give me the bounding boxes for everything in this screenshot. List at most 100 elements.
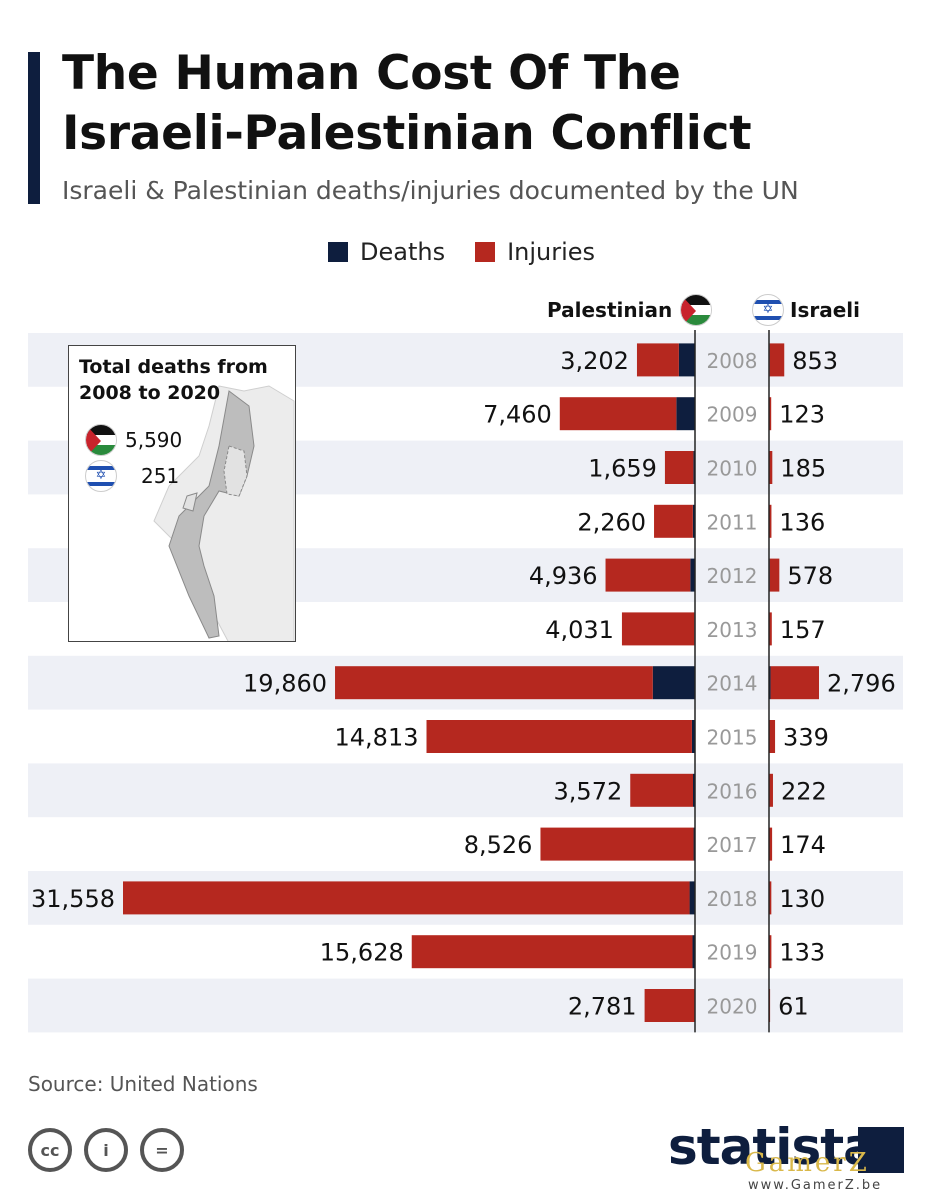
row-band [28,763,903,818]
bar-israeli-injuries [769,773,773,807]
label-israeli-total: 130 [779,885,825,913]
israeli-total-deaths: 251 [141,464,180,488]
label-israeli-total: 157 [780,616,826,644]
category-label-year: 2014 [707,672,758,696]
label-palestinian-total: 14,813 [335,724,419,752]
bar-israeli-injuries [769,720,776,753]
title-accent-bar [28,52,40,204]
label-palestinian-total: 4,031 [545,616,614,644]
statista-logo-mark-icon [858,1127,904,1173]
bar-palestinian-injuries [559,397,677,431]
label-israeli-total: 174 [780,831,826,859]
category-label-year: 2019 [707,941,758,965]
chart-subtitle: Israeli & Palestinian deaths/injuries do… [62,176,799,205]
bar-israeli-injuries [769,558,780,592]
row-band [28,978,903,1033]
label-palestinian-total: 2,260 [577,508,646,536]
legend-label-deaths: Deaths [360,238,446,266]
bar-palestinian-injuries [621,612,695,646]
bar-palestinian-injuries [123,881,690,915]
label-israeli-total: 222 [781,777,827,805]
bar-palestinian-deaths [678,343,695,377]
legend-item-deaths: Deaths [328,238,445,266]
label-israeli-total: 853 [792,347,838,375]
title-line-1: The Human Cost Of The [62,46,681,101]
category-label-year: 2009 [707,403,758,427]
label-palestinian-total: 15,628 [320,939,404,967]
inset-title-line-1: Total deaths from [79,356,268,378]
bar-palestinian-injuries [335,666,653,700]
bar-palestinian-deaths [676,397,695,431]
label-israeli-total: 133 [779,939,825,967]
label-israeli-total: 123 [779,401,825,429]
category-label-year: 2015 [707,726,758,750]
bar-palestinian-deaths [693,451,695,484]
label-palestinian-total: 8,526 [464,831,533,859]
inset-row-israeli: ✡ 251 [85,460,179,492]
legend: Deaths Injuries [328,238,625,266]
label-israeli-total: 61 [778,993,809,1021]
legend-swatch-deaths [328,242,348,262]
bar-israeli-injuries [769,935,772,969]
bar-palestinian-deaths [690,558,695,592]
palestinian-label: Palestinian [547,298,673,322]
israel-flag-icon: ✡ [85,460,117,492]
label-israeli-total: 339 [783,724,829,752]
bar-israeli-injuries [769,881,772,915]
label-palestinian-total: 4,936 [529,562,598,590]
category-label-year: 2011 [707,510,758,534]
label-israeli-total: 185 [780,455,826,483]
category-label-year: 2016 [707,779,758,803]
category-label-year: 2020 [707,995,758,1019]
label-israeli-total: 2,796 [827,670,896,698]
legend-swatch-injuries [475,242,496,262]
bar-palestinian-injuries [411,935,693,969]
title-line-2: Israeli-Palestinian Conflict [62,106,752,161]
bar-palestinian-injuries [630,773,694,807]
israel-flag-icon: ✡ [752,294,784,326]
label-palestinian-total: 1,659 [588,455,657,483]
category-label-year: 2018 [707,887,758,911]
bar-israeli-injuries [769,827,773,861]
bar-palestinian-injuries [605,558,691,592]
bar-israeli-injuries [769,343,785,377]
watermark-url: www.GamerZ.be [748,1178,883,1193]
attribution-icon[interactable]: i [84,1128,128,1172]
bar-israeli-injuries [769,451,773,484]
category-label-year: 2012 [707,564,758,588]
total-deaths-inset: Total deaths from 2008 to 2020 5,590 ✡ 2… [68,345,296,642]
watermark: GamerZ [745,1148,870,1178]
palestine-flag-icon [85,424,117,456]
no-derivatives-icon[interactable]: = [140,1128,184,1172]
bar-israeli-injuries [769,612,772,646]
statista-logo[interactable]: statista [668,1118,877,1176]
label-palestinian-total: 2,781 [568,993,637,1021]
bar-palestinian-injuries [654,504,693,538]
bar-palestinian-injuries [426,720,692,753]
label-israeli-total: 136 [779,508,825,536]
palestine-flag-icon [680,294,713,326]
bar-palestinian-injuries [644,989,695,1022]
bar-palestinian-deaths [692,935,695,969]
source-note: Source: United Nations [28,1072,258,1096]
bar-palestinian-deaths [692,504,695,538]
category-label-year: 2017 [707,833,758,857]
legend-item-injuries: Injuries [475,238,595,266]
palestinian-column-header: Palestinian [547,294,713,326]
label-palestinian-total: 3,572 [554,777,623,805]
israel-map-icon [153,385,295,641]
category-label-year: 2010 [707,457,758,481]
israeli-column-header: ✡ Israeli [752,294,860,326]
creative-commons-icon[interactable]: cc [28,1128,72,1172]
category-label-year: 2008 [707,349,758,373]
inset-row-palestinian: 5,590 [85,424,182,456]
label-palestinian-total: 31,558 [31,885,115,913]
bar-palestinian-injuries [636,343,679,377]
category-label-year: 2013 [707,618,758,642]
inset-title-line-2: 2008 to 2020 [79,382,221,404]
bar-palestinian-deaths [693,773,695,807]
label-palestinian-total: 19,860 [243,670,327,698]
label-palestinian-total: 3,202 [560,347,629,375]
label-israeli-total: 578 [787,562,833,590]
